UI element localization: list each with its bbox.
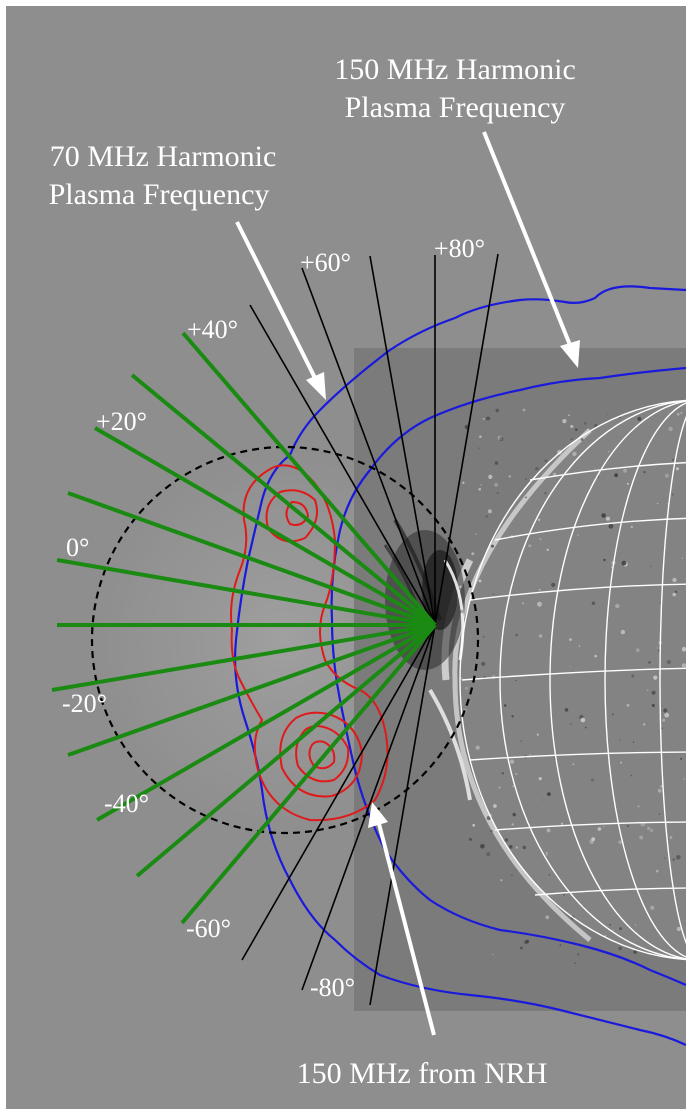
- angle-label-minus20: -20°: [62, 689, 107, 718]
- black-ray-fan: [241, 253, 499, 1006]
- label-150mhz-harmonic-line2: Plasma Frequency: [345, 91, 566, 124]
- angle-label-plus20: +20°: [96, 407, 147, 436]
- green-ray-fan: [51, 331, 437, 925]
- angle-label-minus80: -80°: [310, 973, 355, 1002]
- angle-label-minus60: -60°: [186, 914, 231, 943]
- angle-label-zero: 0°: [66, 533, 89, 562]
- contour-70mhz: [233, 285, 686, 1046]
- heliographic-grid: [459, 399, 686, 961]
- angle-label-plus40: +40°: [187, 315, 238, 344]
- annotation-arrows: [235, 131, 580, 1036]
- arrow-150mhz-harmonic: [482, 131, 580, 368]
- angle-label-minus40: -40°: [104, 789, 149, 818]
- label-150mhz-harmonic-line1: 150 MHz Harmonic: [334, 53, 576, 86]
- label-70mhz-harmonic-line2: Plasma Frequency: [49, 178, 270, 211]
- disk-texture: [459, 408, 686, 966]
- contour-150mhz: [330, 366, 686, 987]
- label-70mhz-harmonic-line1: 70 MHz Harmonic: [50, 140, 277, 173]
- arrow-nrh: [368, 802, 436, 1036]
- plasma-frequency-contours: [233, 285, 686, 1046]
- label-150mhz-nrh: 150 MHz from NRH: [297, 1057, 548, 1090]
- angle-label-plus80: +80°: [434, 234, 485, 263]
- source-circle-dashed: [90, 445, 480, 835]
- arrow-70mhz: [235, 221, 326, 400]
- angle-label-plus60: +60°: [300, 248, 351, 277]
